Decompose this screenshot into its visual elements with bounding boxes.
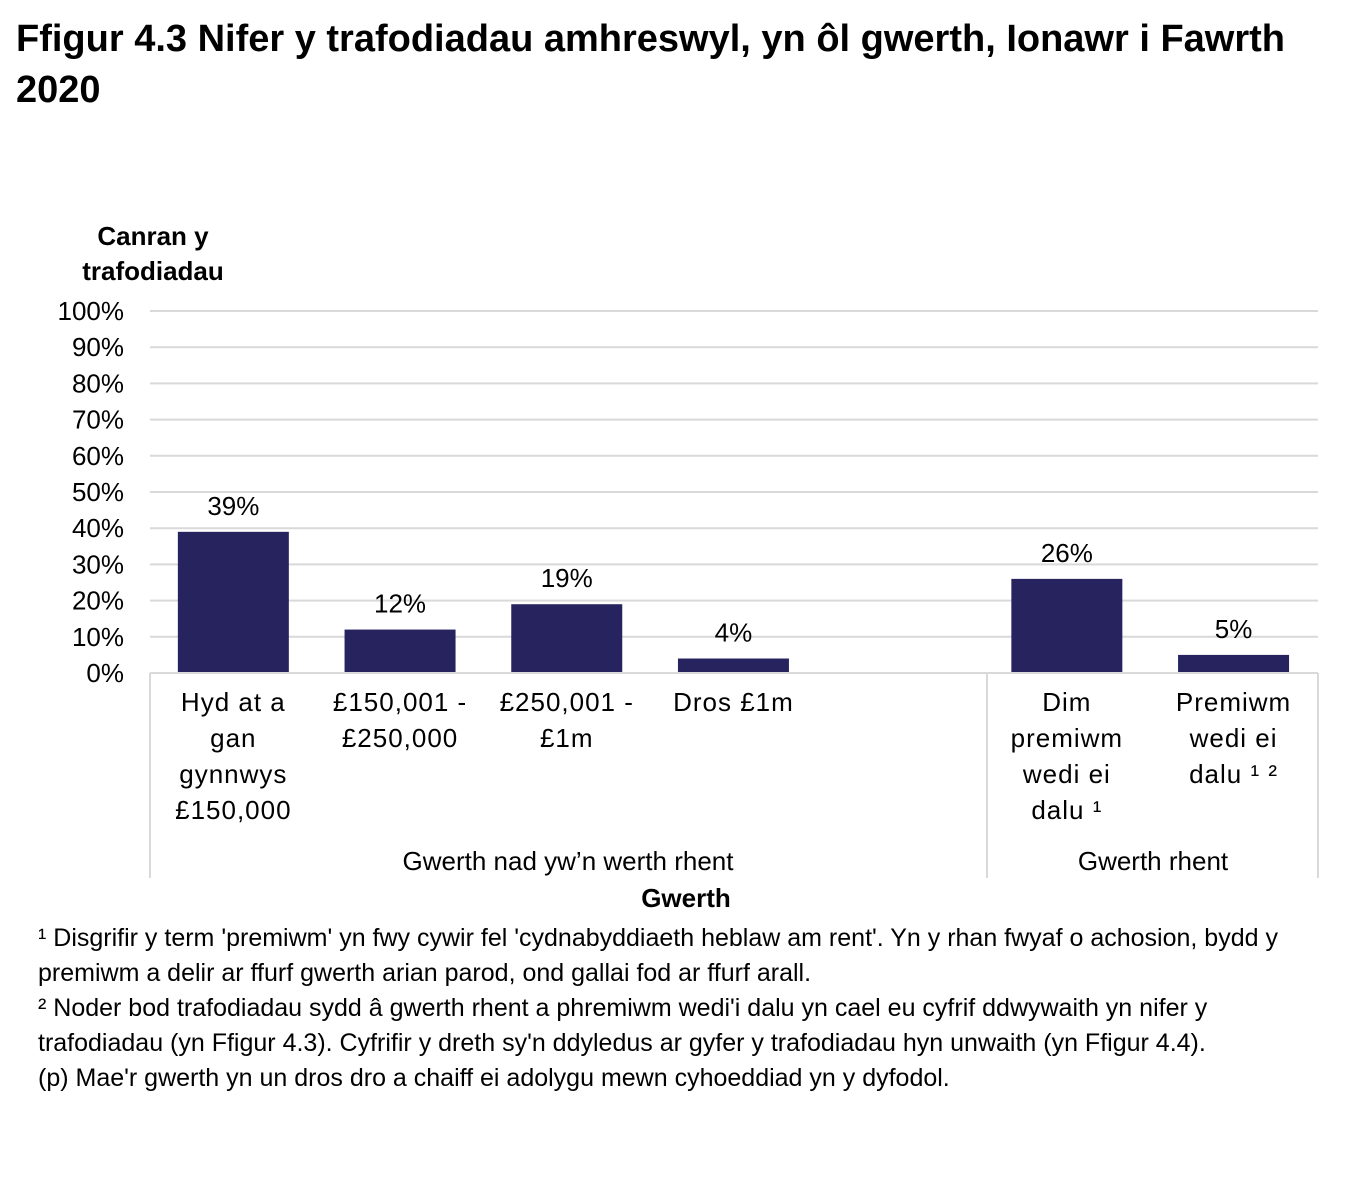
y-axis-label-line: Canran y xyxy=(97,221,209,251)
y-tick-label: 90% xyxy=(72,332,124,362)
x-category-label: £1m xyxy=(540,723,594,753)
data-label: 19% xyxy=(541,563,593,593)
x-category-label: gynnwys xyxy=(179,759,287,789)
data-label: 39% xyxy=(207,491,259,521)
x-category-label: Dros £1m xyxy=(673,687,794,717)
y-axis-ticks: 0% 10% 20% 30% 40% 50% 60% 70% 80% 90% 100% xyxy=(58,296,125,688)
bar xyxy=(677,658,789,673)
x-axis-title: Gwerth xyxy=(641,883,731,913)
bars: 39% 12% 19% 4% 26% 5% xyxy=(177,491,1290,673)
bar xyxy=(511,604,623,673)
data-label: 5% xyxy=(1215,614,1253,644)
x-category-label: gan xyxy=(210,723,256,753)
group-label: Gwerth rhent xyxy=(1078,846,1229,876)
footnote-provisional: (p) Mae'r gwerth yn un dros dro a chaiff… xyxy=(38,1064,950,1092)
y-tick-label: 70% xyxy=(72,405,124,435)
footnote-1: ¹ Disgrifir y term 'premiwm' yn fwy cywi… xyxy=(38,924,1278,987)
y-tick-label: 20% xyxy=(72,586,124,616)
x-category-label: wedi ei xyxy=(1022,759,1111,789)
x-category-label: dalu ¹ ² xyxy=(1189,759,1278,789)
x-axis: Hyd at a gan gynnwys £150,000 £150,001 - £250… xyxy=(149,672,1319,913)
data-label: 26% xyxy=(1041,538,1093,568)
x-category-label: dalu ¹ xyxy=(1031,795,1102,825)
y-tick-label: 60% xyxy=(72,441,124,471)
chart-title: Ffigur 4.3 Nifer y trafodiadau amhreswyl… xyxy=(16,18,1286,111)
y-tick-label: 80% xyxy=(72,368,124,398)
data-label: 12% xyxy=(374,589,426,619)
x-category-label: £150,000 xyxy=(175,795,291,825)
footnotes: ¹ Disgrifir y term 'premiwm' yn fwy cywi… xyxy=(38,921,1328,1096)
group-label: Gwerth nad yw’n werth rhent xyxy=(403,846,735,876)
x-category-label: £150,001 - xyxy=(333,687,467,717)
x-category-label: Premiwm xyxy=(1176,687,1291,717)
y-tick-label: 50% xyxy=(72,477,124,507)
y-tick-label: 30% xyxy=(72,549,124,579)
data-label: 4% xyxy=(715,618,753,648)
bar xyxy=(177,531,289,673)
footnote-2: ² Noder bod trafodiadau sydd â gwerth rh… xyxy=(38,994,1208,1057)
x-category-label: £250,001 - xyxy=(500,687,634,717)
y-tick-label: 0% xyxy=(86,658,124,688)
bar xyxy=(344,629,456,673)
gridlines xyxy=(150,310,1318,638)
bar xyxy=(1011,578,1123,673)
y-axis-label: Canran y trafodiadau xyxy=(82,221,224,286)
bar xyxy=(1178,654,1290,673)
y-axis-label-line: trafodiadau xyxy=(82,256,224,286)
y-tick-label: 40% xyxy=(72,513,124,543)
x-category-label: £250,000 xyxy=(342,723,458,753)
x-category-label: wedi ei xyxy=(1189,723,1278,753)
y-tick-label: 100% xyxy=(58,296,125,326)
y-tick-label: 10% xyxy=(72,622,124,652)
x-category-label: Hyd at a xyxy=(181,687,286,717)
x-category-label: premiwm xyxy=(1011,723,1123,753)
x-category-label: Dim xyxy=(1042,687,1091,717)
